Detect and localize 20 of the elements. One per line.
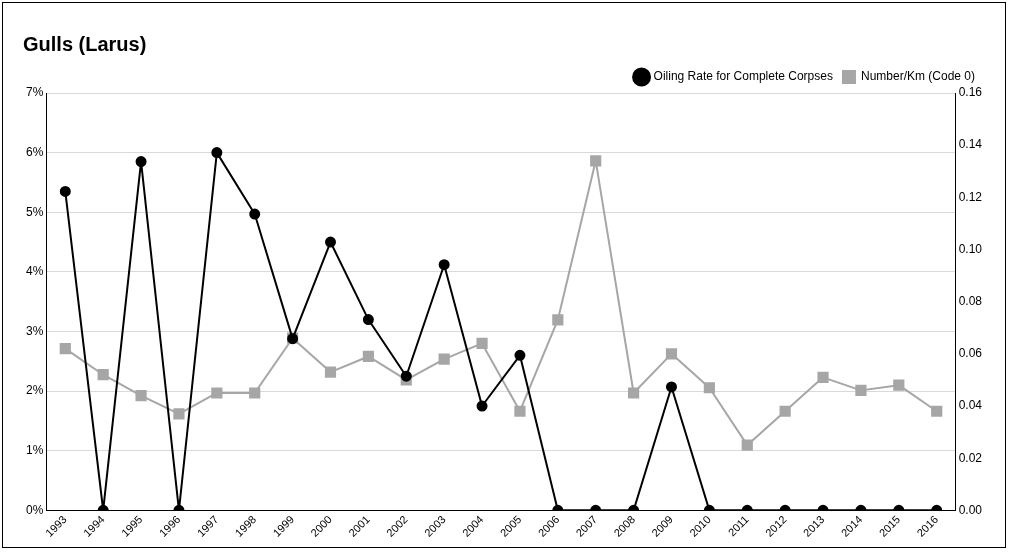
y2-tick-label: 0.04 [958, 398, 983, 413]
y2-tick-label: 0.16 [958, 85, 983, 100]
y2-tick-label: 0.06 [958, 346, 983, 361]
y2-tick-label: 0.12 [958, 189, 983, 204]
y-tick-label: 4% [26, 264, 44, 279]
y-tick-label: 5% [26, 204, 44, 219]
y-tick-label: 3% [26, 323, 44, 338]
chart-title: Gulls (Larus) [23, 32, 147, 55]
legend-label: Oiling Rate for Complete Corpses [653, 69, 833, 84]
y-tick-label: 2% [26, 383, 44, 398]
y2-tick-label: 0.02 [958, 450, 983, 465]
y-tick-label: 1% [26, 443, 44, 458]
legend-label: Number/Km (Code 0) [860, 69, 976, 84]
y2-tick-label: 0.00 [958, 502, 983, 517]
y-tick-label: 6% [26, 144, 44, 159]
y2-tick-label: 0.10 [958, 241, 983, 256]
y2-tick-label: 0.14 [958, 137, 983, 152]
y2-tick-label: 0.08 [958, 293, 983, 308]
y-tick-label: 0% [26, 502, 44, 517]
y-tick-label: 7% [26, 85, 44, 100]
